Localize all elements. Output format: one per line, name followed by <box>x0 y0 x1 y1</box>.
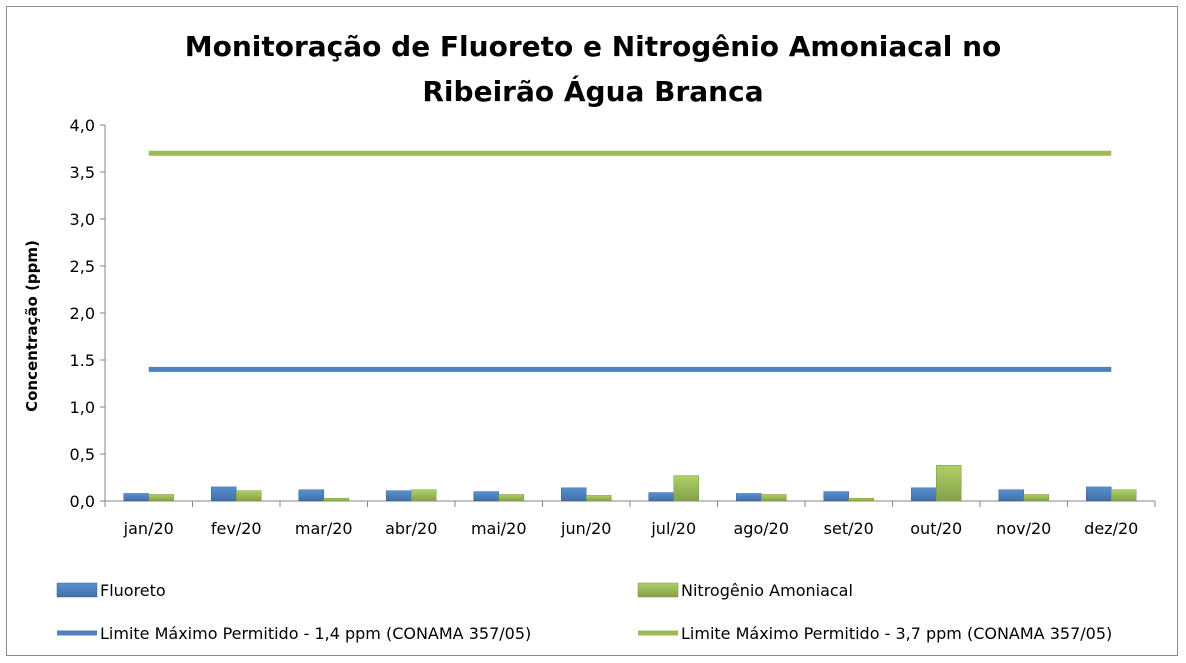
chart-title-line-1: Monitoração de Fluoreto e Nitrogênio Amo… <box>185 30 1002 63</box>
bar-nitrogenio <box>148 494 174 502</box>
y-tick-label: 4,0 <box>70 116 95 135</box>
bar-fluoreto <box>211 486 237 502</box>
legend-label: Nitrogênio Amoniacal <box>681 581 853 600</box>
bar-nitrogenio <box>673 475 699 502</box>
plot-area: 0,0 0,5 1,0 1.5 2,0 2,5 3,0 3,5 4,0 jan/20 fev/20 m… <box>70 116 1156 538</box>
bar-fluoreto <box>1086 486 1112 502</box>
legend-entry: Limite Máximo Permitido - 1,4 ppm (CONAM… <box>57 624 531 643</box>
bar-nitrogenio <box>323 497 349 502</box>
y-tick-label: 3,5 <box>70 163 95 182</box>
bar-nitrogenio <box>761 494 787 502</box>
legend-swatch-bar <box>637 582 679 598</box>
bar-nitrogenio <box>411 489 437 502</box>
legend-label: Fluoreto <box>100 581 166 600</box>
y-tick-label: 0,0 <box>70 492 95 511</box>
chart-title-line-2: Ribeirão Água Branca <box>422 74 763 108</box>
bar-fluoreto <box>298 489 324 502</box>
legend-swatch-bar <box>56 582 98 598</box>
x-tick-label: dez/20 <box>1084 519 1138 538</box>
x-tick-label: set/20 <box>824 519 874 538</box>
bar-fluoreto <box>648 492 674 502</box>
legend-entry: Fluoreto <box>56 581 166 600</box>
y-tick-label: 3,0 <box>70 210 95 229</box>
legend-label: Limite Máximo Permitido - 3,7 ppm (CONAM… <box>681 624 1112 643</box>
bar-nitrogenio <box>586 495 612 502</box>
x-tick-label: jul/20 <box>650 519 696 538</box>
x-tick-label: abr/20 <box>385 519 437 538</box>
y-axis-label: Concentração (ppm) <box>23 240 41 412</box>
bar-fluoreto <box>386 490 412 502</box>
bar-fluoreto <box>123 493 149 502</box>
legend-entry: Nitrogênio Amoniacal <box>637 581 853 600</box>
y-tick-label: 1,0 <box>70 398 95 417</box>
bar-nitrogenio <box>236 490 262 502</box>
bar-nitrogenio <box>1023 494 1049 502</box>
bar-fluoreto <box>823 491 849 502</box>
x-tick-label: jun/20 <box>560 519 611 538</box>
y-tick-label: 1.5 <box>70 351 95 370</box>
x-tick-label: mar/20 <box>295 519 353 538</box>
bar-nitrogenio <box>1111 489 1137 502</box>
chart-title: Monitoração de Fluoreto e Nitrogênio Amo… <box>185 30 1002 108</box>
bar-fluoreto <box>911 487 937 502</box>
bar-nitrogenio <box>936 465 962 502</box>
x-tick-label: mai/20 <box>471 519 527 538</box>
chart-frame <box>6 6 1178 656</box>
x-tick-label: nov/20 <box>996 519 1051 538</box>
x-tick-label: out/20 <box>910 519 962 538</box>
legend-entry: Limite Máximo Permitido - 3,7 ppm (CONAM… <box>638 624 1112 643</box>
legend: Fluoreto Nitrogênio Amoniacal Limite Máxim… <box>56 581 1112 643</box>
bar-fluoreto <box>998 489 1024 502</box>
bar-fluoreto <box>561 487 587 502</box>
bar-fluoreto <box>736 493 762 502</box>
y-tick-label: 0,5 <box>70 445 95 464</box>
x-tick-label: fev/20 <box>211 519 262 538</box>
y-tick-label: 2,0 <box>70 304 95 323</box>
y-tick-label: 2,5 <box>70 257 95 276</box>
legend-label: Limite Máximo Permitido - 1,4 ppm (CONAM… <box>100 624 531 643</box>
bar-nitrogenio <box>498 494 524 502</box>
x-tick-label: ago/20 <box>734 519 790 538</box>
bar-nitrogenio <box>848 497 874 502</box>
bar-fluoreto <box>473 491 499 502</box>
x-tick-label: jan/20 <box>123 519 174 538</box>
